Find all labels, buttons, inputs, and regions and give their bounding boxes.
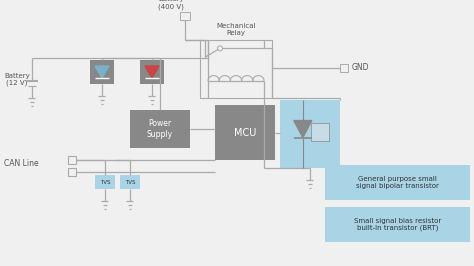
- Bar: [130, 110, 190, 148]
- Bar: [340, 64, 348, 72]
- Bar: [68, 168, 76, 176]
- Text: Battery
(400 V): Battery (400 V): [158, 0, 184, 10]
- Polygon shape: [145, 66, 159, 78]
- Bar: [95, 175, 115, 189]
- Bar: [140, 60, 164, 84]
- Text: TVS: TVS: [100, 180, 110, 185]
- Polygon shape: [95, 66, 109, 78]
- Polygon shape: [294, 120, 312, 138]
- Text: Small signal bias resistor
built-in transistor (BRT): Small signal bias resistor built-in tran…: [354, 218, 441, 231]
- Text: CAN Line: CAN Line: [4, 159, 38, 168]
- Bar: [215, 105, 275, 160]
- Bar: [120, 175, 140, 189]
- Text: Battery
(12 V): Battery (12 V): [4, 73, 30, 86]
- Bar: [325, 207, 470, 242]
- Text: Mechanical
Relay: Mechanical Relay: [216, 23, 256, 36]
- Bar: [325, 165, 470, 200]
- Bar: [200, 40, 272, 98]
- Bar: [311, 123, 329, 141]
- Bar: [180, 12, 190, 20]
- Bar: [280, 100, 340, 168]
- Text: TVS: TVS: [125, 180, 135, 185]
- Text: General purpose small
signal bipolar transistor: General purpose small signal bipolar tra…: [356, 176, 439, 189]
- Bar: [90, 60, 114, 84]
- Text: MCU: MCU: [234, 127, 256, 138]
- Bar: [68, 156, 76, 164]
- Text: GND: GND: [352, 64, 370, 73]
- Text: Power
Supply: Power Supply: [147, 119, 173, 139]
